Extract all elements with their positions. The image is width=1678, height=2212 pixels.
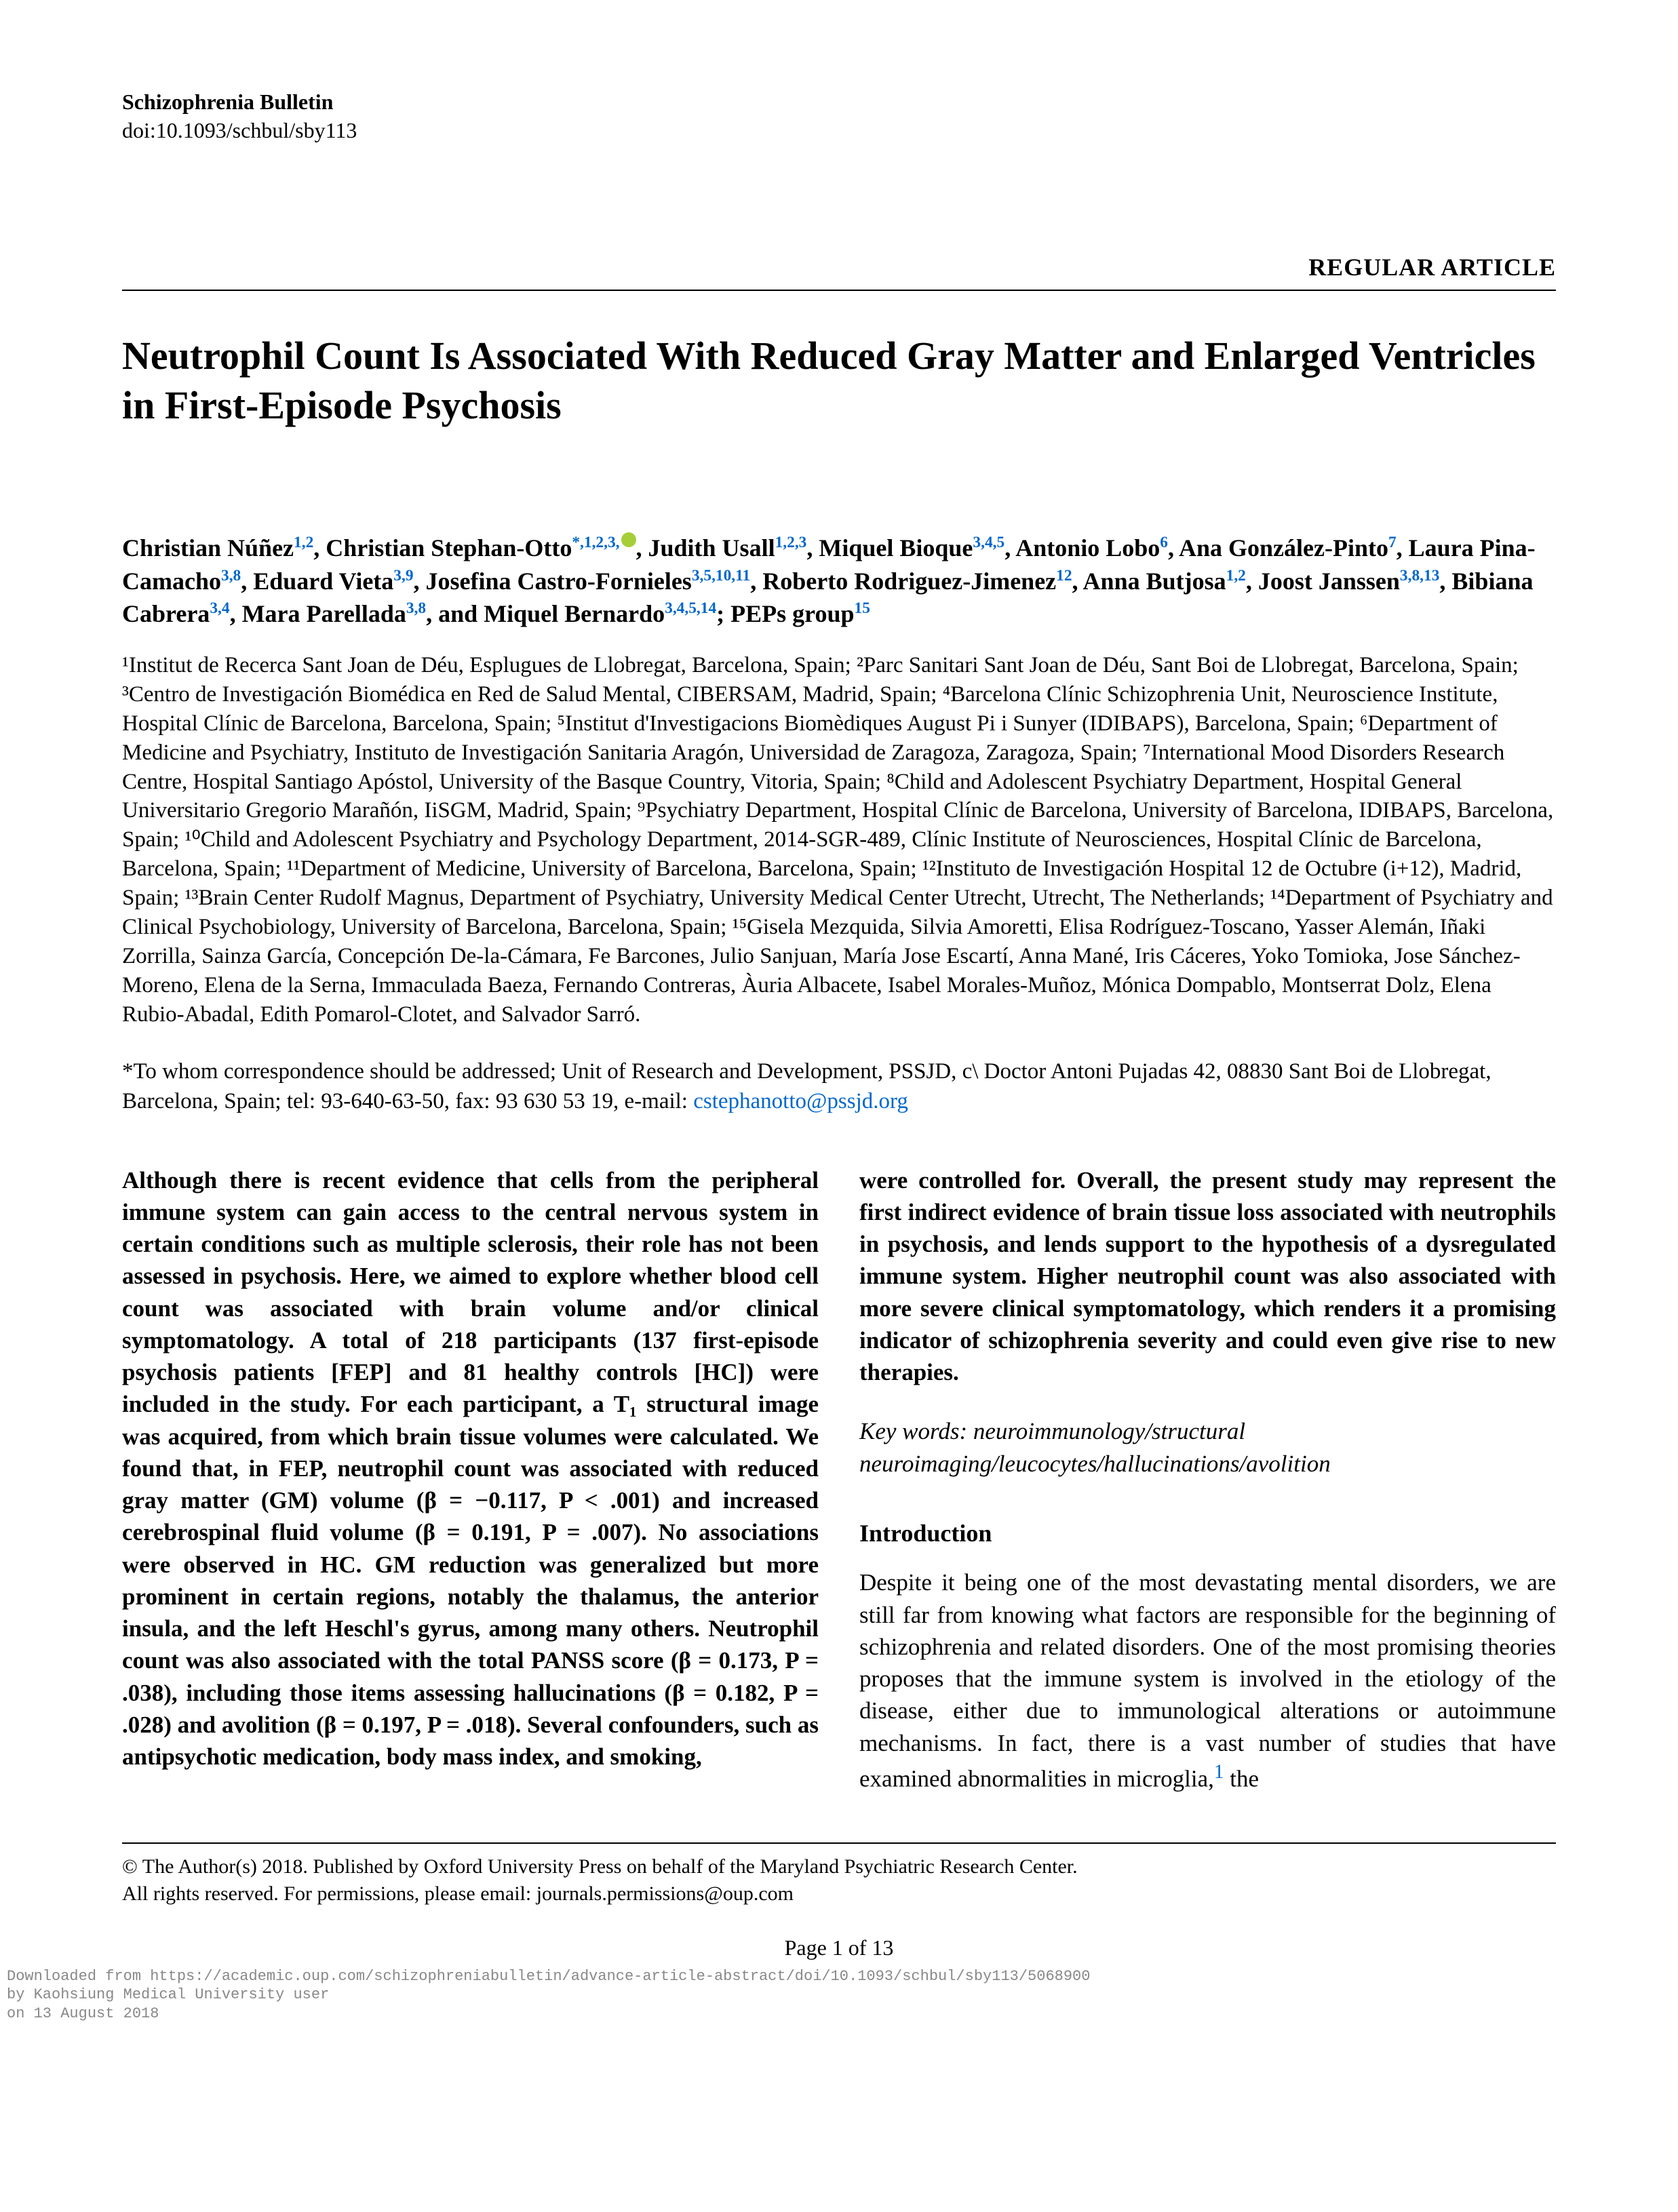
divider-top	[122, 290, 1556, 291]
copyright: © The Author(s) 2018. Published by Oxfor…	[122, 1853, 1556, 1908]
abstract-part1: Although there is recent evidence that c…	[122, 1164, 819, 1773]
body-columns: Although there is recent evidence that c…	[122, 1164, 1556, 1795]
ref-1-link[interactable]: 1	[1214, 1761, 1224, 1783]
correspondence: *To whom correspondence should be addres…	[122, 1056, 1556, 1117]
right-column: were controlled for. Overall, the presen…	[859, 1164, 1556, 1795]
affiliations: ¹Institut de Recerca Sant Joan de Déu, E…	[122, 651, 1556, 1029]
correspondence-email-link[interactable]: cstephanotto@pssjd.org	[693, 1089, 908, 1113]
intro-tail: the	[1224, 1766, 1259, 1792]
left-column: Although there is recent evidence that c…	[122, 1164, 819, 1795]
intro-body: Despite it being one of the most devasta…	[859, 1569, 1556, 1792]
download-watermark: Downloaded from https://academic.oup.com…	[7, 1967, 1556, 2023]
keywords-label: Key words:	[859, 1418, 967, 1444]
abstract-part2: were controlled for. Overall, the presen…	[859, 1164, 1556, 1389]
journal-name: Schizophrenia Bulletin	[122, 88, 1556, 117]
journal-header: Schizophrenia Bulletin doi:10.1093/schbu…	[122, 88, 1556, 144]
article-type: REGULAR ARTICLE	[122, 253, 1556, 290]
journal-doi: doi:10.1093/schbul/sby113	[122, 117, 1556, 145]
keywords: Key words: neuroimmunology/structural ne…	[859, 1415, 1556, 1480]
orcid-icon	[621, 532, 636, 547]
intro-text: Despite it being one of the most devasta…	[859, 1566, 1556, 1794]
divider-footer	[122, 1842, 1556, 1844]
page-number: Page 1 of 13	[122, 1935, 1556, 1960]
intro-heading: Introduction	[859, 1517, 1556, 1550]
authors-list: Christian Núñez1,2, Christian Stephan-Ot…	[122, 532, 1556, 631]
article-title: Neutrophil Count Is Associated With Redu…	[122, 332, 1556, 430]
